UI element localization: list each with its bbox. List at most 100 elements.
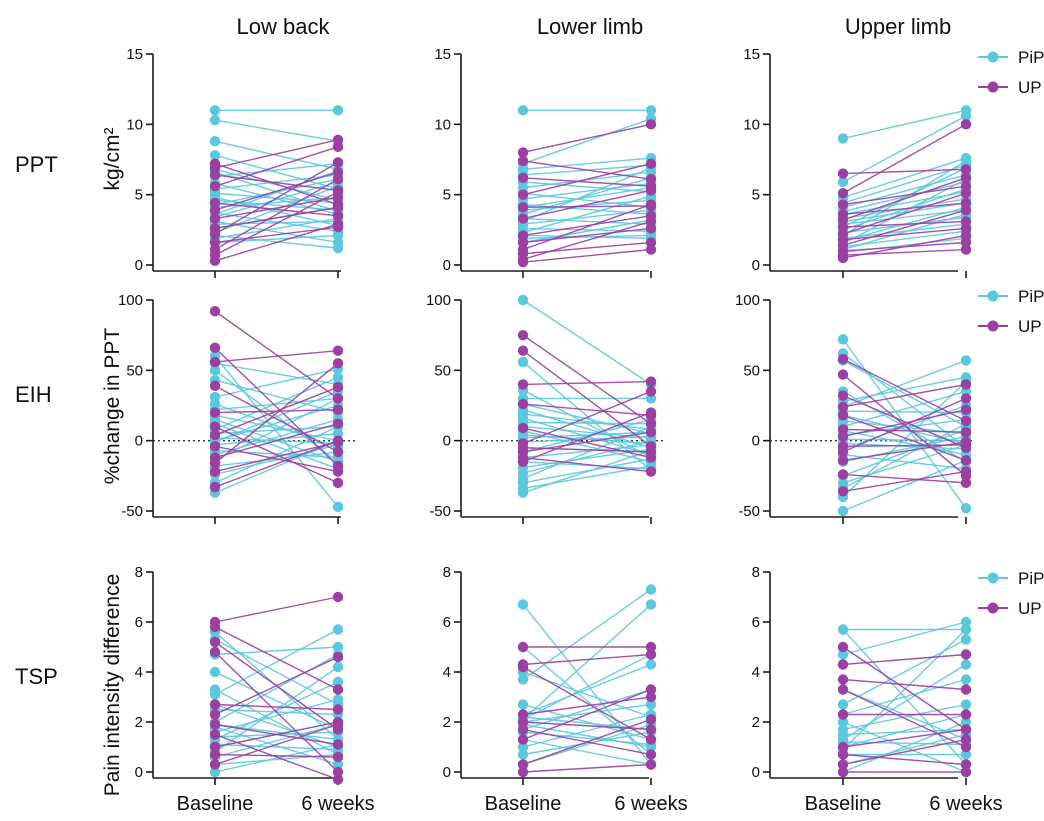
- data-point-up-baseline: [517, 398, 529, 410]
- data-point-up-baseline: [837, 709, 849, 720]
- data-point-up-baseline: [837, 390, 849, 401]
- subject-line-pip: [214, 423, 339, 470]
- y-tick-label: 8: [135, 564, 143, 581]
- subject-line-up: [214, 310, 339, 400]
- panel-ppt-upper-limb: 0 5 10 15: [743, 46, 972, 278]
- data-point-pip-6-weeks: [332, 759, 344, 770]
- legend-label-pip: PiP: [1018, 48, 1044, 67]
- data-point-up-baseline: [209, 699, 221, 710]
- subject-line-pip: [522, 738, 652, 766]
- y-tick-label: 2: [443, 714, 451, 731]
- data-point-up-baseline: [209, 466, 221, 477]
- y-tick-label: 15: [126, 46, 143, 63]
- legend-marker-pip: [987, 290, 999, 302]
- data-point-up-6-weeks: [960, 204, 972, 216]
- subject-line-pip: [214, 688, 339, 756]
- data-point-up-6-weeks: [960, 734, 972, 745]
- data-point-up-6-weeks: [645, 158, 657, 169]
- subject-line-pip: [522, 435, 652, 443]
- subject-line-up: [842, 428, 967, 433]
- x-tick-label: 6 weeks: [301, 793, 374, 815]
- subject-line-up: [214, 723, 339, 766]
- x-tick-label: 6 weeks: [929, 793, 1002, 815]
- data-point-up-baseline: [209, 204, 221, 216]
- data-point-pip-6-weeks: [960, 674, 972, 685]
- data-point-up-6-weeks: [645, 407, 657, 418]
- data-point-up-6-weeks: [960, 172, 972, 183]
- subject-line-up: [842, 688, 967, 748]
- data-point-up-baseline: [209, 421, 221, 432]
- subject-line-pip: [842, 428, 967, 477]
- panel-ppt-lower-limb: 0 5 10 15: [434, 46, 657, 278]
- data-point-up-6-weeks: [960, 455, 972, 466]
- subject-line-up: [522, 248, 652, 263]
- subject-line-pip: [522, 421, 652, 425]
- subject-line-up: [214, 206, 339, 230]
- y-tick-label: 5: [135, 187, 143, 204]
- data-point-pip-6-weeks: [332, 676, 344, 688]
- data-point-up-6-weeks: [332, 382, 344, 393]
- data-point-up-6-weeks: [960, 759, 972, 770]
- subject-line-up: [522, 696, 652, 716]
- data-point-up-baseline: [517, 213, 529, 224]
- data-point-up-baseline: [209, 181, 221, 192]
- data-point-up-6-weeks: [332, 466, 344, 477]
- subject-line-up: [842, 395, 967, 449]
- y-tick-label: 0: [443, 764, 451, 781]
- subject-line-up: [214, 626, 339, 691]
- y-tick-label: 50: [743, 362, 760, 379]
- data-point-up-baseline: [209, 636, 221, 648]
- subject-line-up: [214, 196, 339, 220]
- subject-line-pip: [842, 115, 967, 183]
- legend-marker-up: [987, 320, 999, 332]
- data-point-up-baseline: [209, 621, 221, 633]
- data-point-pip-6-weeks: [960, 155, 972, 167]
- subject-line-pip: [842, 213, 967, 251]
- data-point-pip-6-weeks: [332, 641, 344, 653]
- subject-line-pip: [522, 723, 652, 748]
- subject-line-pip: [842, 109, 967, 140]
- data-point-pip-6-weeks: [645, 599, 657, 610]
- legend-label-up: UP: [1018, 599, 1042, 618]
- data-point-pip-baseline: [209, 136, 221, 147]
- subject-line-pip: [522, 449, 652, 494]
- subject-line-up: [522, 411, 652, 463]
- column-title-upper-limb: Upper limb: [845, 14, 951, 39]
- subject-line-up: [214, 161, 339, 235]
- panel-tsp-lower-limb: 0 2 4 6 8 Baseline 6 weeks: [443, 564, 688, 815]
- data-point-up-baseline: [517, 379, 529, 390]
- legend-tsp: PiP UP: [978, 569, 1044, 618]
- subject-line-pip: [214, 140, 339, 171]
- data-point-up-6-weeks: [645, 734, 657, 745]
- subject-line-up: [842, 409, 967, 438]
- data-point-pip-baseline: [837, 699, 849, 710]
- data-point-up-6-weeks: [332, 477, 344, 489]
- subject-line-pip: [214, 440, 339, 494]
- data-point-up-baseline: [517, 172, 529, 183]
- subject-line-pip: [214, 723, 339, 758]
- data-point-up-6-weeks: [332, 435, 344, 446]
- subject-line-pip: [214, 163, 339, 178]
- data-point-up-baseline: [209, 429, 221, 441]
- data-point-pip-baseline: [517, 294, 529, 306]
- subject-line-pip: [522, 118, 652, 165]
- y-tick-label: 0: [135, 257, 143, 274]
- subject-line-pip: [214, 628, 339, 696]
- data-point-up-baseline: [209, 213, 221, 224]
- data-point-pip-baseline: [837, 505, 849, 517]
- data-point-up-6-weeks: [332, 704, 344, 715]
- subject-line-up: [214, 596, 339, 623]
- data-point-up-baseline: [517, 724, 529, 735]
- data-point-up-baseline: [837, 199, 849, 210]
- subject-line-up: [214, 440, 339, 488]
- data-point-up-6-weeks: [332, 751, 344, 763]
- subject-line-up: [842, 220, 967, 228]
- data-point-up-6-weeks: [960, 427, 972, 438]
- data-point-up-6-weeks: [332, 345, 344, 356]
- data-point-up-6-weeks: [645, 386, 657, 397]
- subject-line-pip: [522, 439, 652, 474]
- subject-line-up: [214, 191, 339, 256]
- data-point-up-6-weeks: [332, 393, 344, 404]
- y-tick-label: 8: [752, 564, 760, 581]
- subject-line-up: [842, 234, 967, 259]
